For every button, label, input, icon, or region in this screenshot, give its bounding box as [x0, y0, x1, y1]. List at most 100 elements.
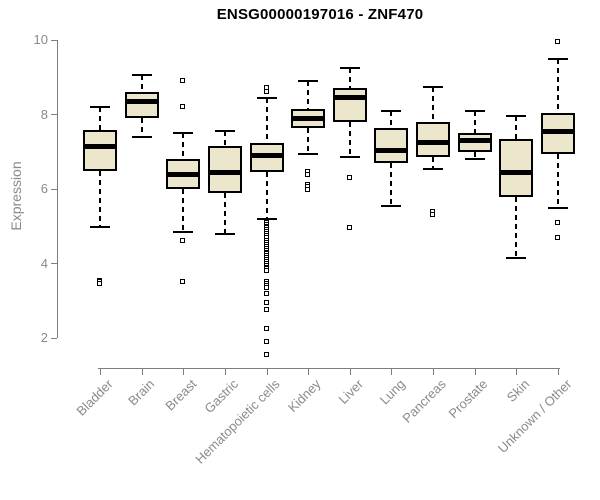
lower-whisker-cap	[256, 218, 277, 221]
upper-whisker-cap	[381, 109, 402, 112]
median-line	[499, 169, 534, 175]
y-tick-label: 6	[40, 181, 48, 197]
iqr-box	[83, 129, 117, 171]
upper-whisker-cap	[548, 57, 569, 60]
iqr-box	[124, 92, 159, 119]
lower-whisker	[557, 153, 560, 208]
iqr-box	[332, 88, 367, 123]
median-line	[416, 140, 451, 146]
x-tick	[308, 368, 310, 375]
lower-whisker-cap	[548, 206, 569, 209]
x-axis-line	[98, 368, 560, 369]
x-tick-label: Unknown / Other	[494, 376, 574, 456]
upper-whisker	[182, 133, 185, 160]
x-tick-label: Lung	[376, 376, 408, 408]
upper-whisker	[140, 75, 143, 93]
outlier-point	[263, 268, 269, 274]
iqr-box	[207, 146, 242, 193]
outlier-point	[555, 219, 561, 225]
x-tick	[349, 368, 351, 375]
lower-whisker	[182, 189, 185, 233]
x-tick	[100, 368, 101, 375]
lower-whisker-cap	[464, 158, 485, 161]
x-tick-label: Liver	[335, 376, 366, 407]
upper-whisker-cap	[464, 109, 485, 112]
x-tick	[183, 368, 185, 375]
upper-whisker	[223, 131, 226, 147]
outlier-point	[555, 234, 561, 240]
outlier-point	[180, 279, 186, 285]
x-tick-label: Breast	[162, 376, 200, 414]
upper-whisker-cap	[506, 115, 527, 118]
x-tick-label: Skin	[503, 376, 533, 405]
median-line	[249, 153, 284, 159]
median-line	[166, 171, 201, 177]
median-line	[291, 115, 326, 121]
lower-whisker	[307, 127, 310, 154]
lower-whisker-cap	[214, 232, 235, 235]
x-tick-label: Hematopoietic cells	[192, 376, 283, 467]
upper-whisker	[557, 58, 560, 113]
upper-whisker	[390, 110, 393, 128]
outlier-point	[430, 212, 436, 218]
lower-whisker-cap	[131, 135, 152, 138]
outlier-point	[305, 172, 311, 178]
outlier-point	[346, 175, 352, 180]
y-tick	[51, 114, 57, 116]
median-line	[207, 169, 242, 175]
y-axis-line	[57, 40, 58, 339]
x-tick	[391, 368, 393, 375]
outlier-point	[305, 186, 311, 192]
lower-whisker-cap	[506, 257, 527, 260]
lower-whisker	[432, 157, 435, 169]
y-tick-label: 8	[40, 106, 48, 122]
iqr-box	[416, 122, 451, 158]
iqr-box	[374, 127, 409, 164]
y-tick-label: 4	[40, 255, 48, 271]
lower-whisker	[348, 122, 351, 158]
upper-whisker-cap	[214, 130, 235, 133]
lower-whisker	[390, 163, 393, 206]
lower-whisker	[223, 192, 226, 234]
iqr-box	[499, 138, 534, 197]
x-tick	[141, 368, 143, 375]
chart-title: ENSG00000197016 - ZNF470	[216, 6, 424, 23]
x-tick-label: Prostate	[445, 376, 491, 422]
outlier-point	[263, 285, 269, 291]
outlier-point	[263, 326, 269, 332]
x-tick	[516, 368, 518, 375]
x-tick	[433, 368, 435, 375]
upper-whisker	[348, 67, 351, 89]
x-tick-label: Gastric	[201, 376, 241, 417]
median-line	[83, 143, 117, 149]
upper-whisker	[307, 81, 310, 109]
lower-whisker	[515, 196, 518, 259]
x-tick	[474, 368, 476, 375]
upper-whisker	[432, 86, 435, 123]
median-line	[332, 95, 367, 101]
outlier-point	[555, 38, 561, 44]
upper-whisker-cap	[173, 132, 194, 135]
x-tick-label: Kidney	[285, 376, 325, 416]
outlier-point	[263, 339, 269, 345]
y-tick	[51, 337, 57, 339]
lower-whisker	[265, 172, 268, 220]
upper-whisker-cap	[298, 80, 319, 83]
median-line	[124, 99, 159, 105]
y-tick	[51, 263, 57, 265]
x-tick-label: Bladder	[73, 376, 116, 419]
outlier-point	[263, 307, 269, 313]
lower-whisker-cap	[381, 204, 402, 207]
x-tick-label: Brain	[125, 376, 158, 409]
outlier-point	[263, 290, 269, 296]
lower-whisker-cap	[173, 231, 194, 234]
upper-whisker-cap	[339, 66, 360, 69]
outlier-point	[346, 225, 352, 231]
upper-whisker	[515, 116, 518, 139]
x-tick	[224, 368, 226, 375]
y-tick	[51, 188, 57, 190]
lower-whisker	[140, 118, 143, 137]
median-line	[374, 147, 409, 153]
y-tick	[51, 39, 57, 41]
